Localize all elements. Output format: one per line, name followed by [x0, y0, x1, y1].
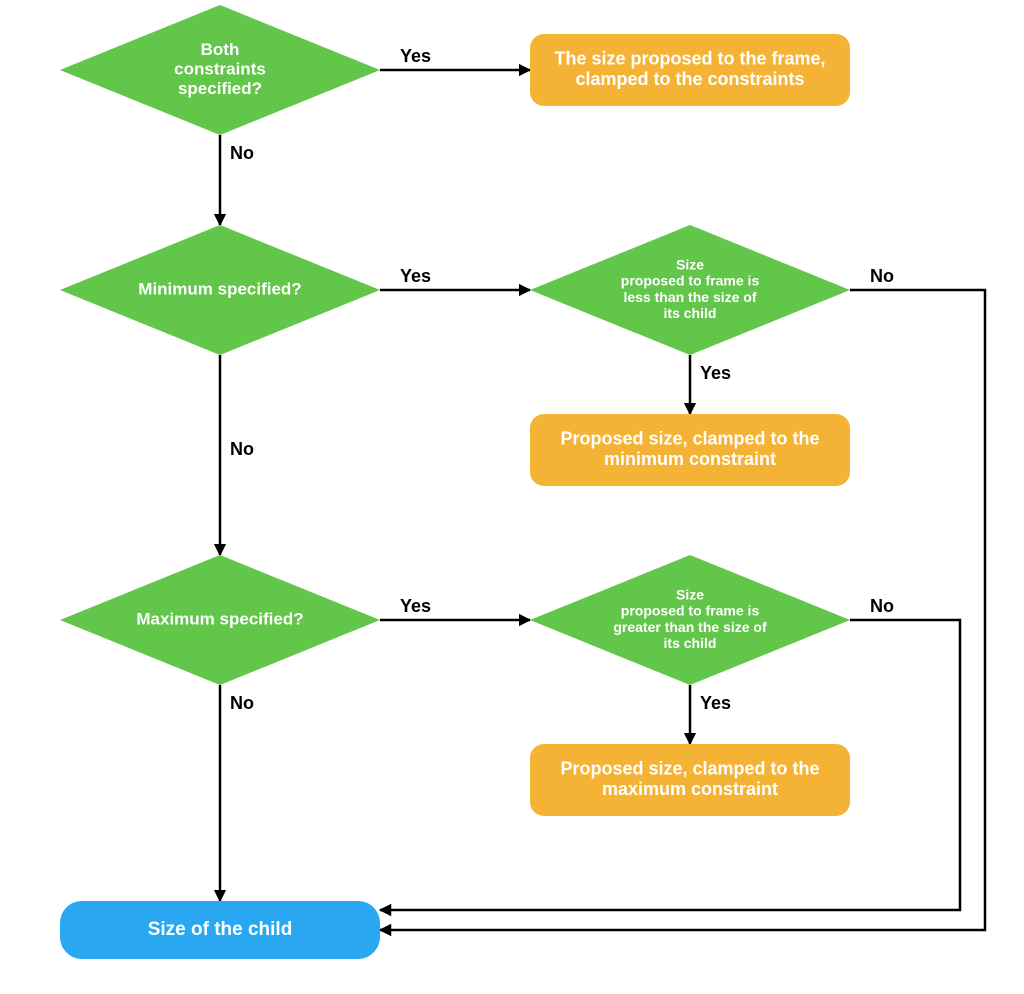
node-d3: Maximum specified?: [60, 555, 380, 685]
node-p1-label: The size proposed to the frame,clamped t…: [554, 48, 825, 89]
edge-e4-label: No: [230, 439, 254, 459]
flowchart: Yes No Yes No Yes No Yes No Yes No Bothconstraints…: [0, 0, 1024, 994]
node-d3-label: Maximum specified?: [136, 609, 303, 628]
edge-e6-label: No: [870, 266, 894, 286]
edge-e2-label: No: [230, 143, 254, 163]
node-d1: Bothconstraintsspecified?: [60, 5, 380, 135]
node-d2: Minimum specified?: [60, 225, 380, 355]
edge-e1-label: Yes: [400, 46, 431, 66]
node-d2-label: Minimum specified?: [138, 279, 301, 298]
edge-e8-label: No: [230, 693, 254, 713]
edge-e7-label: Yes: [400, 596, 431, 616]
node-t1-label: Size of the child: [148, 919, 293, 940]
edge-e3-label: Yes: [400, 266, 431, 286]
node-p1: The size proposed to the frame,clamped t…: [530, 34, 850, 106]
node-p3: Proposed size, clamped to themaximum con…: [530, 744, 850, 816]
node-d3b: Sizeproposed to frame isgreater than the…: [530, 555, 850, 685]
node-p2: Proposed size, clamped to theminimum con…: [530, 414, 850, 486]
edge-e10-label: No: [870, 596, 894, 616]
edge-e9-label: Yes: [700, 693, 731, 713]
node-t1: Size of the child: [60, 901, 380, 959]
node-d2b: Sizeproposed to frame isless than the si…: [530, 225, 850, 355]
edge-e5-label: Yes: [700, 363, 731, 383]
